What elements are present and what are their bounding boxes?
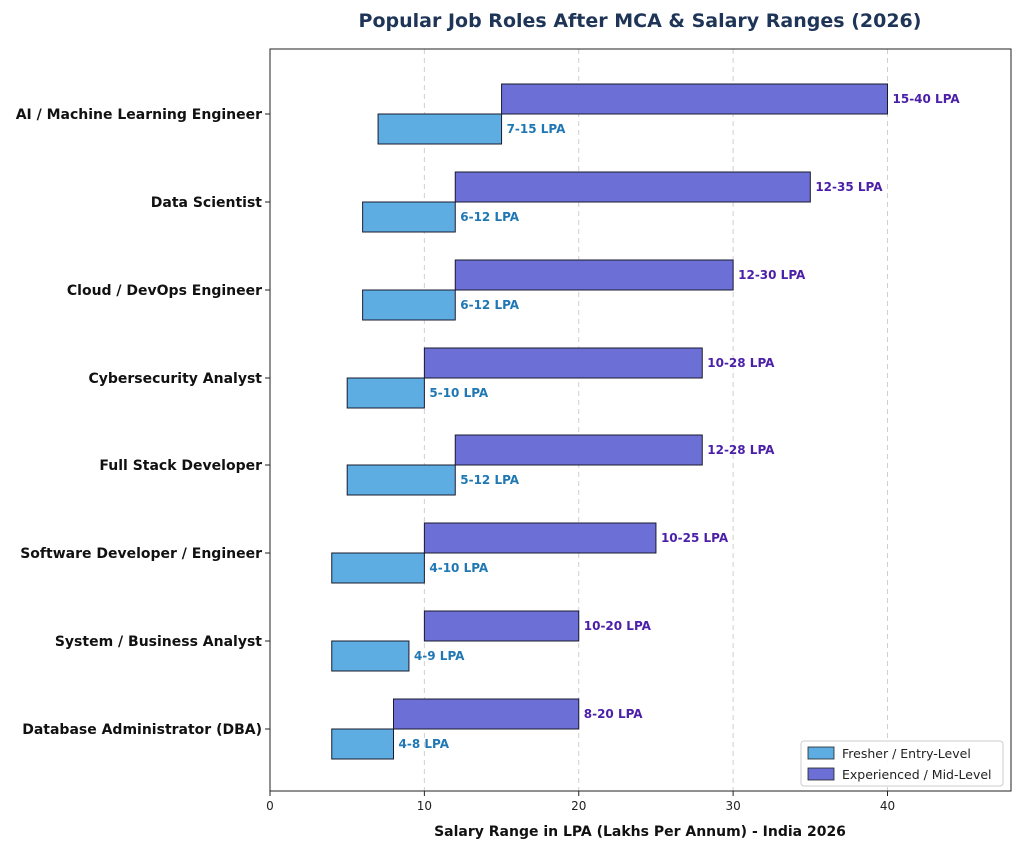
data-label-experienced-5: 10-25 LPA <box>661 531 729 545</box>
y-axis: AI / Machine Learning Engineer Data Scien… <box>16 107 270 738</box>
x-tick-label-1: 10 <box>417 799 432 813</box>
bar-fresher-7 <box>331 728 394 760</box>
bar-fresher-4 <box>346 464 456 496</box>
data-label-fresher-4: 5-12 LPA <box>460 473 520 487</box>
bar-fresher-2 <box>362 289 456 321</box>
y-tick-label-6: System / Business Analyst <box>55 634 262 650</box>
bar-experienced-7 <box>393 698 580 730</box>
x-tick-label-3: 30 <box>725 799 740 813</box>
bar-fresher-5 <box>331 552 425 584</box>
y-tick-label-7: Database Administrator (DBA) <box>22 722 262 738</box>
y-tick-label-2: Cloud / DevOps Engineer <box>67 283 262 299</box>
y-tick-label-4: Full Stack Developer <box>99 458 262 474</box>
legend-swatch-experienced <box>807 767 835 781</box>
data-label-fresher-7: 4-8 LPA <box>399 737 450 751</box>
data-label-experienced-4: 12-28 LPA <box>707 443 775 457</box>
bar-experienced-6 <box>423 610 580 642</box>
y-tick-label-5: Software Developer / Engineer <box>20 546 262 562</box>
data-label-experienced-7: 8-20 LPA <box>584 707 644 721</box>
data-label-fresher-2: 6-12 LPA <box>460 298 520 312</box>
data-label-fresher-1: 6-12 LPA <box>460 210 520 224</box>
y-tick-label-1: Data Scientist <box>151 195 263 211</box>
plot-frame <box>269 48 1012 792</box>
bar-experienced-4 <box>454 434 703 466</box>
legend-label-experienced: Experienced / Mid-Level <box>842 767 992 782</box>
y-tick-label-3: Cybersecurity Analyst <box>88 371 262 387</box>
bar-fresher-3 <box>346 377 425 409</box>
grid-lines <box>269 49 888 791</box>
bar-fresher-1 <box>362 201 456 233</box>
bar-experienced-2 <box>454 259 734 291</box>
x-tick-label-0: 0 <box>266 799 274 813</box>
data-label-experienced-3: 10-28 LPA <box>707 356 775 370</box>
chart-title: Popular Job Roles After MCA & Salary Ran… <box>359 10 922 32</box>
data-label-experienced-6: 10-20 LPA <box>584 619 652 633</box>
legend-box <box>800 740 1004 787</box>
x-axis: 0 10 20 30 40 <box>266 791 895 813</box>
data-label-experienced-2: 12-30 LPA <box>738 268 806 282</box>
data-label-fresher-6: 4-9 LPA <box>414 649 465 663</box>
x-axis-label: Salary Range in LPA (Lakhs Per Annum) - … <box>434 824 846 840</box>
bar-experienced-3 <box>423 347 703 379</box>
bar-experienced-5 <box>423 522 657 554</box>
data-label-fresher-0: 7-15 LPA <box>507 122 567 136</box>
bar-fresher-0 <box>377 113 503 145</box>
bar-experienced-0 <box>501 83 888 115</box>
data-label-fresher-3: 5-10 LPA <box>429 386 489 400</box>
data-labels-group: 7-15 LPA 15-40 LPA 6-12 LPA 12-35 LPA 6-12 L… <box>399 92 961 751</box>
data-label-fresher-5: 4-10 LPA <box>429 561 489 575</box>
bar-fresher-6 <box>331 640 410 672</box>
x-tick-label-2: 20 <box>571 799 586 813</box>
data-label-experienced-0: 15-40 LPA <box>893 92 961 106</box>
legend-swatch-fresher <box>807 746 835 760</box>
bar-experienced-1 <box>454 171 811 203</box>
bars-group <box>331 83 888 760</box>
y-tick-label-0: AI / Machine Learning Engineer <box>16 107 262 123</box>
x-tick-label-4: 40 <box>880 799 895 813</box>
data-label-experienced-1: 12-35 LPA <box>815 180 883 194</box>
legend-label-fresher: Fresher / Entry-Level <box>842 746 971 761</box>
legend: Fresher / Entry-Level Experienced / Mid-… <box>800 740 1004 787</box>
